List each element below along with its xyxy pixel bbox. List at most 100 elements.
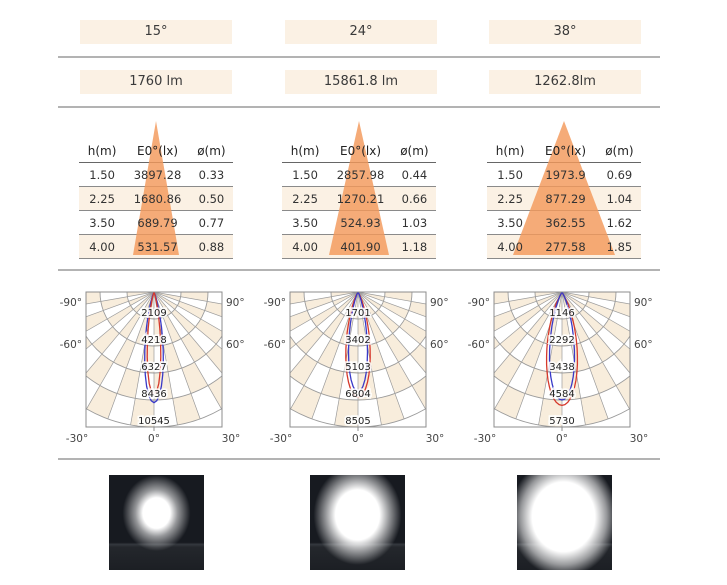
beam-photo xyxy=(310,475,405,570)
table-cell: 277.58 xyxy=(533,234,598,259)
table-cell: 1973.9 xyxy=(533,162,598,187)
table-row: 1.50 3897.28 0.33 xyxy=(79,162,233,187)
beam-photo xyxy=(109,475,204,570)
table-header-cell: E0°(lx) xyxy=(328,139,393,163)
table-header-cell: E0°(lx) xyxy=(125,139,190,163)
table-cell: 0.50 xyxy=(189,186,233,211)
table-cell: 1.18 xyxy=(392,234,436,259)
angle-tick-label: 60° xyxy=(226,339,245,351)
table-cell: 1.50 xyxy=(79,162,126,187)
table-cell: 1.85 xyxy=(597,234,641,259)
table-cell: 401.90 xyxy=(328,234,393,259)
table-row: 1.50 1973.9 0.69 xyxy=(487,162,641,187)
ring-value-label: 4584 xyxy=(549,389,574,400)
table-header-cell: h(m) xyxy=(282,139,329,163)
polar-intensity-chart: 2109 4218 6327 8436 10545 -90° -60° -30° 0° 30° 60… xyxy=(56,284,252,450)
illuminance-table-block: h(m) E0°(lx) ø(m) 1.50 1973.9 0.69 2.25 877.29 1… xyxy=(487,121,641,259)
angle-tick-label: -60° xyxy=(60,339,82,351)
beam-photo xyxy=(517,475,612,570)
angle-tick-label: -90° xyxy=(60,297,82,309)
ring-value-label: 8436 xyxy=(141,389,166,400)
ring-value-label: 3438 xyxy=(549,362,574,373)
separator-line xyxy=(58,269,660,271)
lumen-output-badge: 15861.8 lm xyxy=(285,70,437,94)
table-cell: 2.25 xyxy=(487,186,534,211)
table-cell: 362.55 xyxy=(533,210,598,235)
lumen-output-badge: 1760 lm xyxy=(80,70,232,94)
angle-tick-label: -90° xyxy=(264,297,286,309)
table-cell: 1.50 xyxy=(487,162,534,187)
table-header-cell: ø(m) xyxy=(392,139,436,163)
illuminance-table: h(m) E0°(lx) ø(m) 1.50 1973.9 0.69 2.25 877.29 1… xyxy=(487,139,641,259)
illuminance-table: h(m) E0°(lx) ø(m) 1.50 2857.98 0.44 2.25 1270.2… xyxy=(282,139,436,259)
ring-value-label: 1701 xyxy=(345,308,370,319)
separator-line xyxy=(58,56,660,58)
table-cell: 2.25 xyxy=(282,186,329,211)
table-cell: 2857.98 xyxy=(328,162,393,187)
table-cell: 3897.28 xyxy=(125,162,190,187)
table-cell: 1680.86 xyxy=(125,186,190,211)
angle-tick-label: -90° xyxy=(468,297,490,309)
angle-tick-label: 0° xyxy=(352,433,364,445)
beam-angle-badge: 15° xyxy=(80,20,232,44)
ring-value-label: 8505 xyxy=(345,416,370,427)
ring-value-label: 2109 xyxy=(141,308,166,319)
polar-intensity-chart: 1146 2292 3438 4584 5730 -90° -60° -30° 0° 30° 60°… xyxy=(464,284,660,450)
polar-intensity-chart: 1701 3402 5103 6804 8505 -90° -60° -30° 0° 30° 60°… xyxy=(260,284,456,450)
table-cell: 3.50 xyxy=(487,210,534,235)
table-header-row: h(m) E0°(lx) ø(m) xyxy=(487,139,641,163)
table-row: 3.50 524.93 1.03 xyxy=(282,210,436,235)
angle-tick-label: 60° xyxy=(430,339,449,351)
beam-angle-badge: 24° xyxy=(285,20,437,44)
table-row: 2.25 877.29 1.04 xyxy=(487,186,641,211)
table-header-row: h(m) E0°(lx) ø(m) xyxy=(79,139,233,163)
beam-angle-badge: 38° xyxy=(489,20,641,44)
table-cell: 0.77 xyxy=(189,210,233,235)
table-cell: 524.93 xyxy=(328,210,393,235)
table-header-row: h(m) E0°(lx) ø(m) xyxy=(282,139,436,163)
table-cell: 3.50 xyxy=(79,210,126,235)
table-cell: 689.79 xyxy=(125,210,190,235)
angle-tick-label: -60° xyxy=(264,339,286,351)
table-header-cell: h(m) xyxy=(79,139,126,163)
polar-chart-svg: 1146 2292 3438 4584 5730 -90° -60° -30° 0° 30° 60°… xyxy=(468,291,653,445)
table-cell: 0.88 xyxy=(189,234,233,259)
table-row: 4.00 277.58 1.85 xyxy=(487,234,641,259)
angle-tick-label: 30° xyxy=(426,433,445,445)
table-cell: 4.00 xyxy=(79,234,126,259)
table-row: 4.00 531.57 0.88 xyxy=(79,234,233,259)
angle-tick-label: -30° xyxy=(474,433,496,445)
ring-value-label: 6327 xyxy=(141,362,166,373)
table-cell: 1270.21 xyxy=(328,186,393,211)
table-cell: 4.00 xyxy=(487,234,534,259)
angle-tick-label: -30° xyxy=(270,433,292,445)
table-cell: 3.50 xyxy=(282,210,329,235)
lumen-output-badge: 1262.8lm xyxy=(489,70,641,94)
polar-chart-svg: 1701 3402 5103 6804 8505 -90° -60° -30° 0° 30° 60°… xyxy=(264,291,449,445)
ring-value-label: 10545 xyxy=(138,416,170,427)
table-cell: 1.03 xyxy=(392,210,436,235)
table-cell: 2.25 xyxy=(79,186,126,211)
angle-tick-label: 60° xyxy=(634,339,653,351)
angle-tick-label: 90° xyxy=(634,297,653,309)
illuminance-table-block: h(m) E0°(lx) ø(m) 1.50 3897.28 0.33 2.25 1680.8… xyxy=(79,121,233,259)
separator-line xyxy=(58,106,660,108)
angle-tick-label: 90° xyxy=(226,297,245,309)
angle-tick-label: 0° xyxy=(148,433,160,445)
ring-value-label: 1146 xyxy=(549,308,574,319)
angle-tick-label: 90° xyxy=(430,297,449,309)
table-cell: 1.62 xyxy=(597,210,641,235)
angle-tick-label: 30° xyxy=(630,433,649,445)
table-row: 3.50 689.79 0.77 xyxy=(79,210,233,235)
table-header-cell: ø(m) xyxy=(597,139,641,163)
illuminance-table: h(m) E0°(lx) ø(m) 1.50 3897.28 0.33 2.25 1680.8… xyxy=(79,139,233,259)
ring-value-label: 5730 xyxy=(549,416,574,427)
table-cell: 0.33 xyxy=(189,162,233,187)
table-cell: 877.29 xyxy=(533,186,598,211)
separator-line xyxy=(58,458,660,460)
table-header-cell: E0°(lx) xyxy=(533,139,598,163)
angle-tick-label: -60° xyxy=(468,339,490,351)
table-cell: 4.00 xyxy=(282,234,329,259)
table-header-cell: ø(m) xyxy=(189,139,233,163)
